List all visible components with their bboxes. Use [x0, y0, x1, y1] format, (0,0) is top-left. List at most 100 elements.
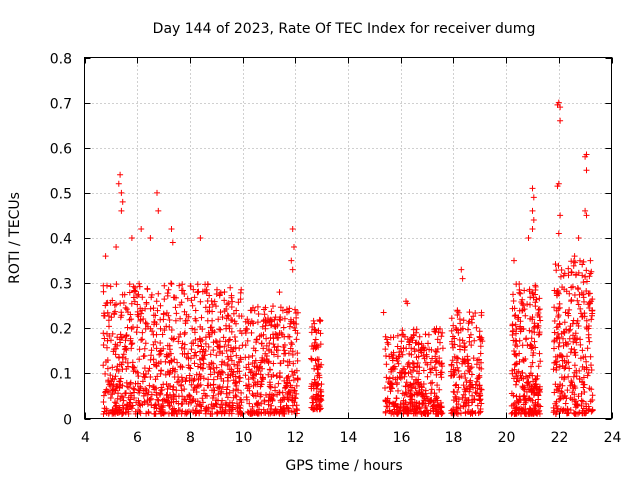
- data-point: [251, 409, 258, 416]
- data-point: [510, 291, 516, 298]
- data-point: [161, 398, 168, 404]
- data-point: [390, 400, 396, 407]
- data-point: [281, 377, 288, 384]
- data-point: [583, 212, 590, 219]
- data-point: [581, 313, 588, 320]
- data-point: [308, 329, 315, 336]
- data-point: [585, 331, 592, 338]
- data-point: [476, 382, 483, 389]
- data-point: [522, 406, 529, 412]
- data-point: [566, 306, 573, 313]
- data-point: [383, 374, 390, 381]
- data-point: [553, 364, 560, 371]
- data-point: [423, 393, 430, 400]
- data-point: [526, 327, 533, 334]
- data-point: [145, 323, 151, 330]
- data-point: [535, 331, 542, 338]
- data-point: [394, 332, 401, 339]
- data-point: [204, 308, 211, 315]
- data-point: [559, 284, 566, 291]
- data-point: [568, 378, 575, 384]
- data-point: [244, 396, 250, 403]
- data-point: [293, 390, 300, 397]
- data-point: [199, 288, 206, 295]
- data-point: [109, 387, 116, 394]
- data-point: [128, 235, 135, 241]
- data-point: [100, 362, 107, 369]
- data-point: [225, 337, 232, 344]
- data-point: [557, 117, 564, 124]
- data-point: [535, 322, 542, 329]
- data-point: [565, 265, 572, 272]
- data-point: [402, 389, 409, 396]
- data-point: [531, 320, 538, 327]
- data-point: [388, 351, 395, 358]
- data-point: [215, 391, 222, 398]
- data-point: [191, 385, 198, 391]
- data-point: [264, 408, 271, 415]
- data-point: [111, 302, 118, 309]
- data-point: [522, 336, 529, 343]
- data-point: [182, 378, 189, 385]
- data-point: [527, 294, 534, 301]
- data-point: [239, 410, 246, 417]
- data-point: [209, 327, 216, 334]
- data-point: [420, 400, 427, 406]
- data-point: [583, 267, 590, 274]
- data-point: [131, 287, 138, 294]
- data-point: [195, 342, 201, 349]
- data-point: [565, 272, 572, 279]
- data-point: [565, 312, 572, 319]
- data-point: [103, 405, 110, 412]
- data-point: [145, 409, 152, 416]
- data-point: [125, 363, 131, 370]
- data-point: [513, 378, 520, 385]
- data-point: [234, 368, 241, 375]
- data-point: [424, 411, 431, 417]
- data-point: [383, 403, 390, 410]
- data-point: [224, 378, 231, 384]
- data-point: [575, 235, 582, 241]
- data-point: [114, 395, 121, 402]
- data-point: [560, 335, 566, 342]
- data-point: [171, 374, 178, 380]
- data-point: [128, 316, 135, 323]
- data-point: [228, 294, 235, 301]
- data-point: [210, 365, 217, 372]
- data-point: [555, 262, 562, 269]
- data-point: [453, 398, 460, 405]
- data-point: [111, 310, 118, 317]
- data-point: [577, 305, 584, 312]
- data-point: [310, 385, 317, 392]
- data-point: [308, 355, 315, 362]
- data-point: [458, 410, 464, 417]
- data-point: [558, 267, 565, 273]
- data-point: [263, 342, 270, 349]
- data-point: [568, 379, 575, 386]
- data-point: [294, 357, 301, 364]
- data-point: [314, 393, 321, 399]
- data-point: [568, 297, 575, 303]
- chart-title: Day 144 of 2023, Rate Of TEC Index for r…: [153, 21, 536, 37]
- data-point: [474, 375, 481, 382]
- data-point: [532, 389, 538, 396]
- data-point: [230, 402, 237, 409]
- data-point: [588, 367, 595, 373]
- data-point: [312, 379, 319, 386]
- data-point: [196, 335, 203, 342]
- data-point: [435, 402, 442, 409]
- data-point: [464, 356, 471, 363]
- data-point: [202, 334, 209, 341]
- data-point: [280, 406, 287, 413]
- data-point: [573, 373, 580, 380]
- data-point: [207, 351, 214, 358]
- data-point: [433, 408, 440, 415]
- data-point: [529, 289, 536, 296]
- data-point: [470, 384, 477, 391]
- data-point: [197, 375, 204, 382]
- data-point: [200, 399, 206, 406]
- data-point: [285, 333, 292, 340]
- data-point: [529, 372, 536, 379]
- data-point: [388, 368, 395, 375]
- data-point: [111, 399, 118, 406]
